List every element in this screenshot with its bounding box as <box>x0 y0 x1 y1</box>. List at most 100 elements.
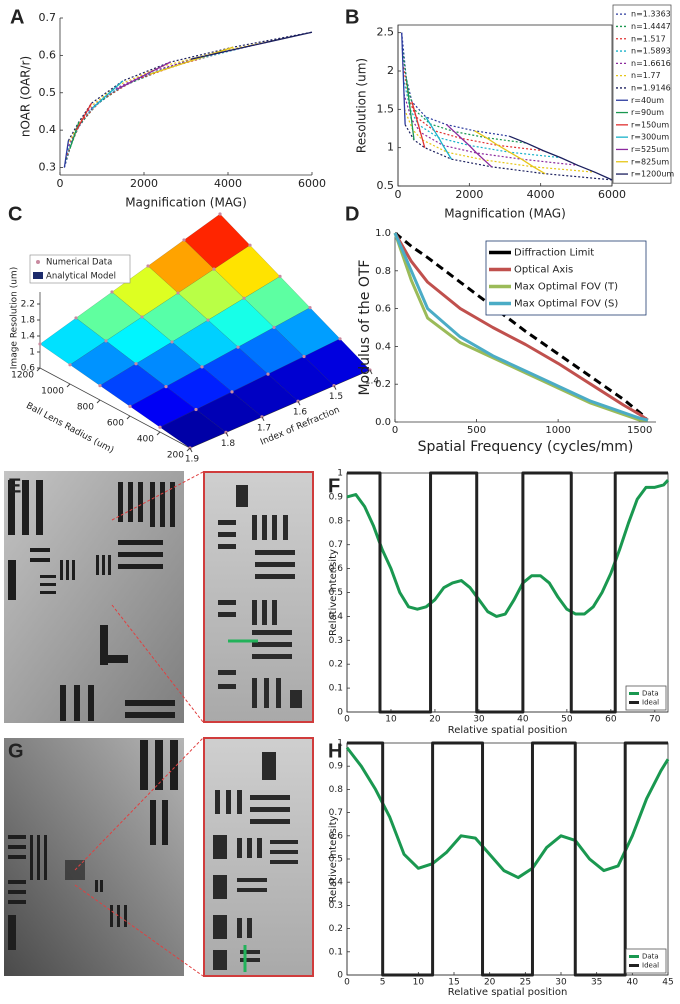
connector-line <box>425 116 453 160</box>
x-tick-label: 20 <box>429 715 441 725</box>
data-point <box>308 306 312 310</box>
x-tick-label: 15 <box>448 978 459 988</box>
y-tick-label: 1.5 <box>377 102 395 115</box>
x-tick-label: 30 <box>473 715 485 725</box>
legend-label: Numerical Data <box>46 258 112 268</box>
y-tick-label: 1.0 <box>375 228 391 239</box>
x-tick-label: 1000 <box>545 425 570 436</box>
x-tick <box>156 431 161 436</box>
y-tick-label: 0.7 <box>329 808 343 818</box>
series-line <box>67 31 313 141</box>
x-axis-label: Ball Lens Radius (um) <box>24 401 115 456</box>
series-line <box>66 40 272 150</box>
x-tick <box>126 415 131 420</box>
series-line <box>401 47 527 144</box>
data-point <box>98 384 102 388</box>
x-tick-label: 5 <box>380 978 386 988</box>
series-line <box>402 63 544 152</box>
legend-label: Ideal <box>642 699 659 707</box>
series-line <box>393 232 648 422</box>
data-point <box>104 339 108 343</box>
y-tick-label: 0.4 <box>375 341 391 352</box>
data-point <box>266 372 270 376</box>
connector-line <box>509 135 613 181</box>
data-point <box>134 362 138 366</box>
legend-label: n=1.9146 <box>631 83 671 92</box>
y-tick-label: 0.1 <box>329 947 343 957</box>
y-tick-label: 0.6 <box>329 564 344 574</box>
y-tick-label: 0.6 <box>329 831 344 841</box>
y-tick-label: 1.8 <box>221 439 236 449</box>
y-tick-label: 2 <box>387 64 394 77</box>
data-point <box>182 238 186 242</box>
y-tick-label: 0.6 <box>39 48 57 61</box>
y-tick-label: 0.9 <box>329 762 344 772</box>
legend-swatch <box>36 260 40 264</box>
data-point <box>68 363 72 367</box>
z-axis-label: Image Resolution (um) <box>10 267 20 369</box>
x-tick-label: 4000 <box>214 177 242 190</box>
y-tick-label: 0.3 <box>329 901 343 911</box>
legend-label: n=1.3363 <box>631 10 671 19</box>
connector-line <box>75 102 93 131</box>
y-tick-label: 0.8 <box>375 266 391 277</box>
y-tick-label: 0.5 <box>39 86 57 99</box>
x-tick-label: 4000 <box>527 188 555 201</box>
y-tick-label: 0.7 <box>329 540 343 550</box>
series-line <box>67 36 292 146</box>
data-point <box>218 212 222 216</box>
x-tick-label: 40 <box>627 978 639 988</box>
legend-box <box>625 948 667 974</box>
series-line <box>393 232 649 422</box>
data-point <box>242 296 246 300</box>
y-tick-label: 1 <box>337 469 343 479</box>
connector-line <box>117 61 171 90</box>
x-tick-label: 500 <box>467 425 486 436</box>
connector-line <box>411 101 426 148</box>
legend-label: n=1.77 <box>631 71 661 80</box>
x-axis-label: Magnification (MAG) <box>444 207 566 221</box>
legend-label: Ideal <box>642 962 659 970</box>
data-point <box>206 318 210 322</box>
y-tick-label: 1.7 <box>257 423 271 433</box>
x-tick-label: 1000 <box>41 387 64 397</box>
legend-box <box>29 254 131 284</box>
x-tick-label: 0 <box>57 177 64 190</box>
x-tick-label: 800 <box>77 403 94 413</box>
y-tick-label: 1 <box>387 141 394 154</box>
x-tick-label: 6000 <box>598 188 626 201</box>
legend-box <box>485 240 647 316</box>
y-axis-label: Modulus of the OTF <box>357 260 373 396</box>
connector-line <box>401 32 406 125</box>
data-point <box>128 404 132 408</box>
connector-line <box>149 46 234 75</box>
y-tick-label: 1.5 <box>329 392 343 402</box>
legend-label: Max Optimal FOV (T) <box>514 282 618 293</box>
connector-line <box>474 130 546 175</box>
legend-label: n=1.4447 <box>631 22 671 31</box>
y-tick-label: 0.8 <box>329 785 344 795</box>
series-line <box>63 58 192 168</box>
panel-letter: F <box>328 475 340 497</box>
y-axis-label: Relative intensity <box>328 815 339 902</box>
y-tick-label: 0.0 <box>375 417 391 428</box>
panel-letter: C <box>8 203 22 225</box>
y-tick <box>261 416 265 422</box>
y-axis-label: nOAR (OAR/r) <box>19 56 33 137</box>
data-point <box>278 274 282 278</box>
legend-label: Optical Axis <box>514 265 573 276</box>
plot-frame <box>346 472 669 713</box>
panel-letter: A <box>10 6 24 28</box>
connector-line <box>63 140 70 168</box>
y-tick-label: 0.8 <box>329 516 344 526</box>
y-tick-label: 0.2 <box>329 660 343 670</box>
plot-frame <box>397 24 613 187</box>
y-tick <box>369 369 373 375</box>
y-tick-label: 0.2 <box>375 379 391 390</box>
y-axis-label: Resolution (um) <box>355 58 369 153</box>
series-line <box>65 45 252 155</box>
panel-letter: B <box>345 6 359 28</box>
x-axis-label: Relative spatial position <box>448 987 568 998</box>
data-point <box>230 390 234 394</box>
